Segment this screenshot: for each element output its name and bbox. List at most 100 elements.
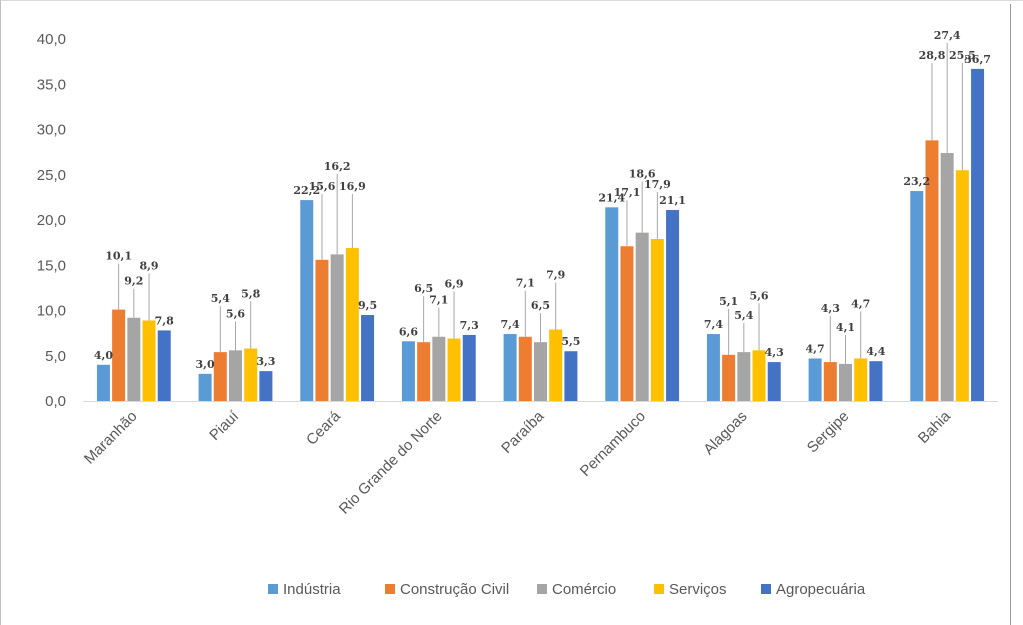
data-label: 15,6: [309, 180, 336, 193]
data-label: 27,4: [934, 29, 961, 42]
bar: [432, 336, 446, 401]
bar: [767, 362, 781, 401]
bar: [605, 207, 619, 401]
bar: [839, 363, 852, 401]
bar: [518, 336, 532, 401]
bar: [300, 200, 314, 401]
bar: [869, 361, 883, 401]
data-label: 6,6: [399, 325, 418, 338]
bar: [417, 342, 431, 401]
y-tick-label: 40,0: [37, 31, 66, 48]
data-label: 5,1: [719, 295, 738, 308]
bar: [650, 239, 664, 401]
bar: [401, 341, 415, 401]
bar: [955, 170, 969, 401]
data-label: 17,1: [614, 186, 641, 199]
bar: [722, 354, 736, 401]
bar: [213, 352, 227, 401]
data-label: 9,2: [124, 275, 143, 288]
bars: [96, 68, 985, 402]
bar: [142, 320, 156, 401]
x-category-label: Ceará: [303, 407, 344, 448]
x-category-label: Alagoas: [700, 408, 750, 458]
data-label: 7,3: [460, 319, 479, 332]
x-category-label: Sergipe: [804, 408, 853, 457]
legend-swatch: [654, 584, 664, 594]
data-label: 17,9: [644, 178, 671, 191]
data-label: 4,3: [765, 346, 784, 359]
legend-label: Comércio: [552, 581, 616, 598]
bar: [229, 350, 242, 401]
bar: [564, 351, 578, 401]
bar: [925, 140, 939, 402]
data-label: 23,2: [903, 175, 930, 188]
bar: [361, 315, 375, 401]
data-label: 4,7: [806, 342, 825, 355]
data-label: 5,6: [226, 307, 245, 320]
data-label: 6,5: [414, 282, 433, 295]
data-label: 6,9: [444, 278, 463, 291]
data-label: 21,1: [659, 194, 686, 207]
bar: [854, 358, 868, 401]
bar: [737, 352, 751, 401]
y-tick-label: 5,0: [45, 348, 66, 365]
data-label: 5,4: [211, 292, 230, 305]
y-tick-label: 20,0: [37, 212, 66, 229]
bar: [157, 330, 171, 401]
bar: [259, 371, 273, 401]
y-tick-label: 15,0: [37, 257, 66, 274]
data-label: 28,8: [919, 49, 946, 62]
data-label: 7,4: [501, 318, 520, 331]
data-label: 22,2: [293, 184, 320, 197]
data-label: 7,4: [704, 318, 723, 331]
data-label: 4,3: [821, 302, 840, 315]
data-labels: 4,010,19,28,97,83,05,45,65,83,322,215,61…: [94, 29, 991, 371]
bar: [666, 210, 680, 401]
data-label: 7,8: [155, 314, 174, 327]
bar: [345, 248, 359, 401]
data-label: 25,5: [949, 49, 976, 62]
bar: [620, 246, 634, 401]
legend-label: Construção Civil: [400, 581, 509, 598]
data-label: 4,4: [866, 345, 885, 358]
data-label: 36,7: [964, 53, 991, 66]
bar: [706, 334, 720, 401]
bar: [808, 358, 822, 401]
bar: [112, 309, 126, 401]
bar: [635, 232, 649, 401]
bar: [940, 153, 954, 401]
bar: [244, 348, 258, 401]
legend-label: Serviços: [669, 581, 727, 598]
y-tick-label: 25,0: [37, 167, 66, 184]
x-category-label: Paraíba: [498, 407, 548, 457]
bar: [96, 364, 110, 401]
bar: [447, 338, 461, 401]
data-label: 7,9: [546, 269, 565, 282]
bar: [823, 362, 837, 401]
x-category-label: Rio Grande do Norte: [336, 408, 446, 518]
legend-swatch: [268, 584, 278, 594]
data-label: 9,5: [358, 299, 377, 312]
legend-swatch: [385, 584, 395, 594]
legend-label: Indústria: [283, 581, 341, 598]
y-tick-label: 35,0: [37, 76, 66, 93]
data-label: 5,4: [734, 309, 753, 322]
y-tick-label: 30,0: [37, 122, 66, 139]
y-tick-label: 10,0: [37, 303, 66, 320]
data-label: 6,5: [531, 299, 550, 312]
bar: [752, 350, 766, 401]
x-category-label: Bahia: [915, 407, 955, 447]
data-label: 21,4: [598, 191, 625, 204]
data-label: 10,1: [105, 250, 132, 263]
bar: [971, 68, 985, 402]
x-category-label: Maranhão: [81, 408, 141, 468]
legend-swatch: [761, 584, 771, 594]
data-label: 5,6: [749, 289, 768, 302]
bar: [462, 334, 476, 401]
data-label: 16,9: [339, 180, 366, 193]
bar: [549, 329, 563, 401]
data-label: 4,1: [836, 321, 855, 334]
x-category-label: Piauí: [206, 407, 243, 444]
chart-frame-right-edge: [1010, 4, 1011, 625]
